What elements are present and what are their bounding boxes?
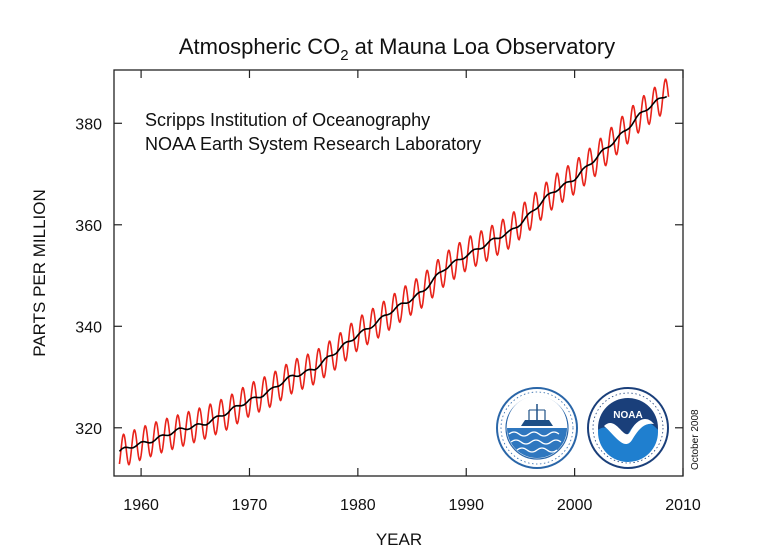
axis-ticks: 1960 1970 1980 1990 2000 2010 320 340 360 380 [75,70,701,514]
svg-text:NOAA: NOAA [613,410,642,421]
y-tick-label: 340 [75,319,102,336]
title-rest: at Mauna Loa Observatory [349,34,616,59]
credit-line-1: Scripps Institution of Oceanography [145,110,430,130]
x-tick-label: 1970 [232,497,268,514]
x-tick-label: 2010 [665,497,701,514]
plot-frame [113,69,684,477]
y-tick-label: 360 [75,218,102,235]
series-monthly-co2 [118,78,670,466]
x-axis-label: YEAR [376,530,422,549]
y-tick-label: 380 [75,116,102,133]
data-series [118,78,670,466]
x-tick-label: 2000 [557,497,593,514]
y-tick-label: 320 [75,421,102,438]
noaa-logo: NOAA [587,387,669,469]
y-axis-label: PARTS PER MILLION [30,189,49,357]
title-subscript: 2 [340,47,348,64]
x-tick-label: 1990 [448,497,484,514]
x-tick-label: 1960 [123,497,159,514]
chart-title: Atmospheric CO2 at Mauna Loa Observatory [179,34,615,64]
credit-line-2: NOAA Earth System Research Laboratory [145,134,481,154]
scripps-seal-logo [496,387,578,469]
date-note: October 2008 [690,409,701,470]
x-tick-label: 1980 [340,497,376,514]
series-trend-co2 [118,95,668,452]
title-main: Atmospheric CO [179,34,340,59]
